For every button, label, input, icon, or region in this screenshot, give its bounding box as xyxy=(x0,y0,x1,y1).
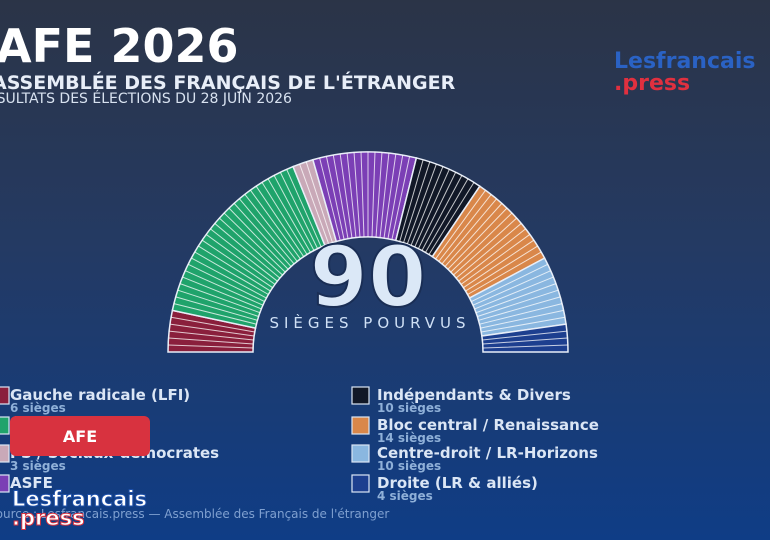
legend-swatch xyxy=(351,416,370,435)
hemicycle xyxy=(167,151,569,353)
legend-seats: 10 sièges xyxy=(377,401,441,415)
footer-brand-suffix: .press xyxy=(12,506,85,530)
legend: Gauche radicale (LFI)6 siègesÉcologistes… xyxy=(0,386,599,503)
legend-label: Centre-droit / LR-Horizons xyxy=(377,444,598,462)
brand-suffix: .press xyxy=(614,71,690,96)
seat-dividers xyxy=(173,169,322,325)
legend-swatch xyxy=(0,416,10,435)
seat-dividers xyxy=(299,161,333,245)
legend-label: Bloc central / Renaissance xyxy=(377,416,599,434)
legend-swatch xyxy=(351,474,370,493)
seat-dividers xyxy=(482,330,568,349)
seat-dividers xyxy=(399,159,475,255)
legend-seats: 14 sièges xyxy=(377,431,441,445)
legend-seats: 4 sièges xyxy=(377,489,433,503)
legend-swatch xyxy=(0,474,10,493)
source: Source : Lesfrancais.press — Assemblée d… xyxy=(0,507,389,521)
footer-brand: Lesfrancais xyxy=(12,487,147,511)
legend-swatch xyxy=(0,444,10,463)
center-value: 90 xyxy=(310,228,427,326)
legend-swatch xyxy=(351,444,370,463)
legend-label: Indépendants & Divers xyxy=(377,386,571,404)
legend-swatch xyxy=(351,386,370,405)
seat-dividers xyxy=(435,189,542,295)
badge-text: AFE xyxy=(63,427,97,446)
legend-seats: 10 sièges xyxy=(377,459,441,473)
legend-seats: 6 sièges xyxy=(10,401,66,415)
party-arc xyxy=(481,323,569,353)
badge xyxy=(10,416,150,456)
legend-label: Gauche radicale (LFI) xyxy=(10,386,190,404)
date-line: RÉSULTATS DES ÉLECTIONS DU 28 JUIN 2026 xyxy=(0,90,292,107)
title: AFE 2026 xyxy=(0,19,239,73)
subtitle: ASSEMBLÉE DES FRANÇAIS DE L'ÉTRANGER xyxy=(0,71,456,94)
legend-seats: 3 sièges xyxy=(10,459,66,473)
legend-swatch xyxy=(0,386,10,405)
center-label: SIÈGES POURVUS xyxy=(269,313,470,332)
seat-dividers xyxy=(319,152,411,241)
seat-dividers xyxy=(168,316,255,349)
seat-dividers xyxy=(471,263,566,333)
brand: Lesfrancais xyxy=(614,49,756,74)
legend-label: ASFE xyxy=(10,474,53,492)
legend-label: Droite (LR & alliés) xyxy=(377,474,538,492)
